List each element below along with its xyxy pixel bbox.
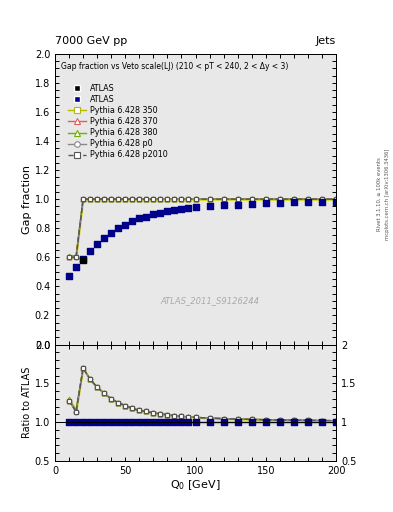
Point xyxy=(333,418,339,426)
Text: mcplots.cern.ch [arXiv:1306.3436]: mcplots.cern.ch [arXiv:1306.3436] xyxy=(385,149,389,240)
Point xyxy=(150,418,156,426)
Point xyxy=(150,210,156,219)
Point xyxy=(94,418,100,426)
Point xyxy=(164,207,171,216)
Text: Jets: Jets xyxy=(316,36,336,46)
Text: 7000 GeV pp: 7000 GeV pp xyxy=(55,36,127,46)
Point xyxy=(80,256,86,264)
Point xyxy=(263,199,269,207)
Point xyxy=(157,418,163,426)
Point xyxy=(291,198,297,206)
Point xyxy=(263,418,269,426)
Point xyxy=(143,418,149,426)
Point xyxy=(249,200,255,208)
Point xyxy=(178,418,185,426)
Point xyxy=(193,203,199,211)
Point xyxy=(193,418,199,426)
Point xyxy=(129,217,136,225)
Point xyxy=(136,214,143,222)
Text: ATLAS_2011_S9126244: ATLAS_2011_S9126244 xyxy=(160,296,259,305)
Point xyxy=(101,418,107,426)
Point xyxy=(101,234,107,243)
Legend: ATLAS, ATLAS, Pythia 6.428 350, Pythia 6.428 370, Pythia 6.428 380, Pythia 6.428: ATLAS, ATLAS, Pythia 6.428 350, Pythia 6… xyxy=(65,81,171,163)
Point xyxy=(319,418,325,426)
Point xyxy=(333,198,339,206)
Point xyxy=(249,418,255,426)
Point xyxy=(108,228,114,237)
Point xyxy=(122,221,129,229)
Point xyxy=(220,201,227,209)
Point xyxy=(87,418,93,426)
Point xyxy=(80,418,86,426)
Point xyxy=(185,204,192,212)
Point xyxy=(235,200,241,208)
Point xyxy=(291,418,297,426)
Point xyxy=(143,212,149,221)
Point xyxy=(171,206,178,214)
Point xyxy=(115,224,121,232)
Point xyxy=(206,202,213,210)
Point xyxy=(115,418,121,426)
Point xyxy=(164,418,171,426)
Point xyxy=(171,418,178,426)
Point xyxy=(66,272,72,280)
Point xyxy=(80,254,86,263)
Y-axis label: Ratio to ATLAS: Ratio to ATLAS xyxy=(22,367,32,438)
Point xyxy=(108,418,114,426)
Point xyxy=(305,198,311,206)
Text: Gap fraction vs Veto scale(LJ) (210 < pT < 240, 2 < Δy < 3): Gap fraction vs Veto scale(LJ) (210 < pT… xyxy=(61,62,288,72)
Point xyxy=(185,418,192,426)
Point xyxy=(319,198,325,206)
Point xyxy=(178,205,185,213)
Point xyxy=(206,418,213,426)
X-axis label: Q$_0$ [GeV]: Q$_0$ [GeV] xyxy=(170,478,221,492)
Point xyxy=(136,418,143,426)
Point xyxy=(277,418,283,426)
Point xyxy=(129,418,136,426)
Point xyxy=(157,209,163,217)
Point xyxy=(73,418,79,426)
Point xyxy=(73,263,79,271)
Point xyxy=(66,418,72,426)
Point xyxy=(235,418,241,426)
Point xyxy=(220,418,227,426)
Point xyxy=(87,247,93,255)
Point xyxy=(94,240,100,248)
Text: Rivet 3.1.10, ≥ 100k events: Rivet 3.1.10, ≥ 100k events xyxy=(377,158,382,231)
Point xyxy=(277,199,283,207)
Point xyxy=(122,418,129,426)
Y-axis label: Gap fraction: Gap fraction xyxy=(22,165,32,233)
Point xyxy=(305,418,311,426)
